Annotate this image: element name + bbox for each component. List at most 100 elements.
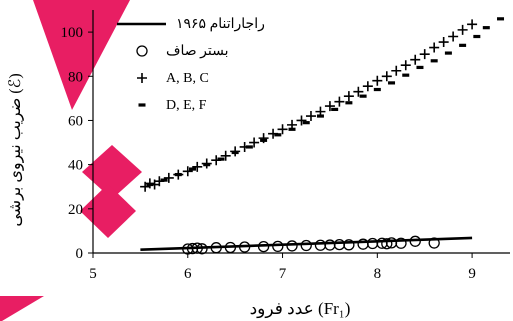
data-point bbox=[395, 237, 407, 249]
data-point bbox=[430, 59, 438, 63]
data-point bbox=[448, 31, 459, 42]
data-point bbox=[189, 167, 197, 171]
legend-symbol-dash bbox=[138, 103, 146, 107]
data-point bbox=[224, 241, 237, 254]
data-point bbox=[362, 81, 373, 92]
x-tick-label: 8 bbox=[374, 266, 382, 282]
data-point bbox=[146, 182, 154, 187]
data-point bbox=[429, 42, 440, 53]
legend-symbol-circle bbox=[136, 45, 148, 57]
data-point bbox=[324, 101, 335, 112]
legend-label: D, E, F bbox=[166, 98, 207, 113]
data-point bbox=[497, 17, 505, 21]
y-tick-label: 20 bbox=[68, 202, 83, 218]
data-point bbox=[372, 75, 383, 86]
data-point bbox=[373, 87, 381, 92]
data-point bbox=[305, 111, 316, 122]
data-point bbox=[231, 150, 239, 155]
data-point bbox=[324, 239, 336, 251]
data-point bbox=[196, 243, 208, 255]
watermark-wedge bbox=[33, 0, 130, 110]
data-point bbox=[391, 65, 402, 76]
data-point bbox=[482, 26, 490, 30]
data-point bbox=[388, 81, 396, 85]
data-point bbox=[410, 54, 421, 65]
y-tick-label: 40 bbox=[68, 158, 83, 174]
series-line bbox=[140, 236, 473, 251]
data-point bbox=[274, 133, 282, 137]
data-point bbox=[182, 166, 193, 177]
series-circle bbox=[182, 235, 440, 255]
data-point bbox=[296, 115, 307, 126]
data-point bbox=[286, 240, 298, 252]
data-point bbox=[444, 51, 452, 55]
data-point bbox=[428, 237, 440, 249]
data-point bbox=[409, 235, 421, 247]
data-point bbox=[257, 240, 270, 253]
y-tick-label: 0 bbox=[76, 246, 84, 262]
legend-symbol-plus bbox=[137, 73, 147, 83]
watermark-diamond-1 bbox=[82, 145, 142, 199]
x-tick-label: 7 bbox=[279, 266, 287, 282]
data-point bbox=[333, 238, 346, 251]
data-point bbox=[300, 239, 312, 252]
data-point bbox=[343, 91, 354, 102]
data-point bbox=[359, 94, 367, 98]
watermark-shapes bbox=[0, 0, 142, 321]
data-point bbox=[467, 19, 478, 30]
y-tick-label: 100 bbox=[61, 25, 84, 41]
data-point bbox=[163, 172, 174, 183]
data-point bbox=[353, 86, 364, 97]
data-point bbox=[217, 157, 225, 161]
watermark-shard bbox=[0, 296, 44, 321]
data-point bbox=[203, 163, 211, 167]
y-tick-label: 60 bbox=[68, 113, 83, 129]
data-point bbox=[249, 137, 260, 148]
data-point bbox=[400, 60, 411, 71]
x-tick-label: 9 bbox=[468, 266, 476, 282]
watermark-diamond-2 bbox=[80, 184, 136, 238]
data-point bbox=[288, 127, 296, 131]
data-point bbox=[381, 71, 392, 82]
data-point bbox=[160, 178, 168, 182]
x-tick-label: 6 bbox=[184, 266, 192, 282]
x-axis-label: عدد فرود (Fr₁) bbox=[250, 299, 351, 319]
data-point bbox=[402, 73, 410, 77]
data-point bbox=[238, 241, 251, 253]
data-point bbox=[343, 239, 355, 251]
legend: راجاراتنام ۱۹۶۵ بستر صاف A, B, C D, E, F bbox=[117, 17, 265, 113]
series-dash bbox=[146, 17, 505, 187]
data-point bbox=[366, 237, 379, 250]
data-point bbox=[438, 37, 449, 48]
x-tick-label: 5 bbox=[89, 266, 97, 282]
data-point bbox=[334, 96, 345, 107]
legend-label: راجاراتنام ۱۹۶۵ bbox=[176, 17, 265, 32]
data-point bbox=[192, 161, 203, 172]
data-point bbox=[331, 107, 339, 112]
data-point bbox=[302, 121, 310, 125]
data-point bbox=[314, 239, 327, 251]
legend-label: بستر صاف bbox=[166, 44, 229, 59]
data-point bbox=[457, 24, 468, 35]
data-point bbox=[272, 240, 284, 253]
legend-label: A, B, C bbox=[166, 71, 209, 86]
series-plus bbox=[140, 19, 478, 192]
data-point bbox=[174, 172, 182, 177]
data-point bbox=[473, 34, 481, 39]
trend-line bbox=[140, 236, 473, 251]
data-point bbox=[345, 101, 353, 105]
data-point bbox=[245, 145, 253, 149]
axes: 5 6 7 8 9 0 20 40 60 80 100 bbox=[61, 10, 510, 282]
data-point bbox=[459, 43, 467, 47]
data-point bbox=[220, 150, 231, 161]
data-point bbox=[419, 49, 430, 60]
data-point bbox=[316, 114, 324, 118]
data-point bbox=[277, 124, 288, 135]
data-point bbox=[191, 242, 203, 254]
y-tick-label: 80 bbox=[68, 69, 83, 85]
data-point bbox=[416, 65, 424, 70]
data-point bbox=[260, 138, 268, 142]
series-layer bbox=[140, 17, 505, 255]
data-point bbox=[210, 242, 222, 254]
